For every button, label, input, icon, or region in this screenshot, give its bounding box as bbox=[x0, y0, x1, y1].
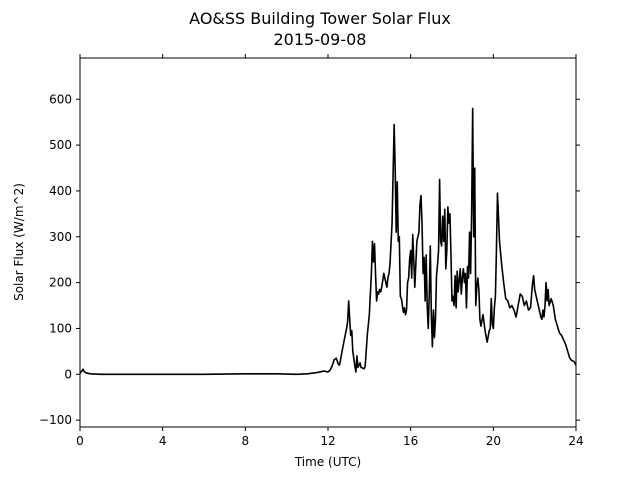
y-tick-label: 400 bbox=[49, 184, 72, 198]
chart-subtitle: 2015-09-08 bbox=[274, 30, 367, 49]
y-tick-label: 500 bbox=[49, 138, 72, 152]
y-tick-label: 0 bbox=[64, 367, 72, 381]
plot-frame bbox=[79, 57, 577, 428]
chart-title: AO&SS Building Tower Solar Flux bbox=[189, 9, 451, 28]
x-tick-label: 20 bbox=[486, 434, 501, 448]
series-line-solar-flux bbox=[79, 107, 577, 376]
axis-ticks bbox=[76, 54, 580, 431]
y-tick-label: −100 bbox=[39, 413, 72, 427]
y-tick-label: 300 bbox=[49, 230, 72, 244]
y-tick-label: 600 bbox=[49, 92, 72, 106]
x-tick-label: 0 bbox=[76, 434, 84, 448]
x-axis-label: Time (UTC) bbox=[294, 455, 361, 469]
x-tick-label: 16 bbox=[403, 434, 418, 448]
y-tick-label: 200 bbox=[49, 276, 72, 290]
x-tick-label: 24 bbox=[568, 434, 583, 448]
y-axis-label: Solar Flux (W/m^2) bbox=[12, 183, 26, 301]
tick-labels: 0 4 8 12 16 20 24 −100 0 100 200 300 400 500 600 bbox=[39, 92, 584, 448]
y-tick-label: 100 bbox=[49, 321, 72, 335]
x-tick-label: 8 bbox=[242, 434, 250, 448]
x-tick-label: 4 bbox=[159, 434, 167, 448]
x-tick-label: 12 bbox=[320, 434, 335, 448]
